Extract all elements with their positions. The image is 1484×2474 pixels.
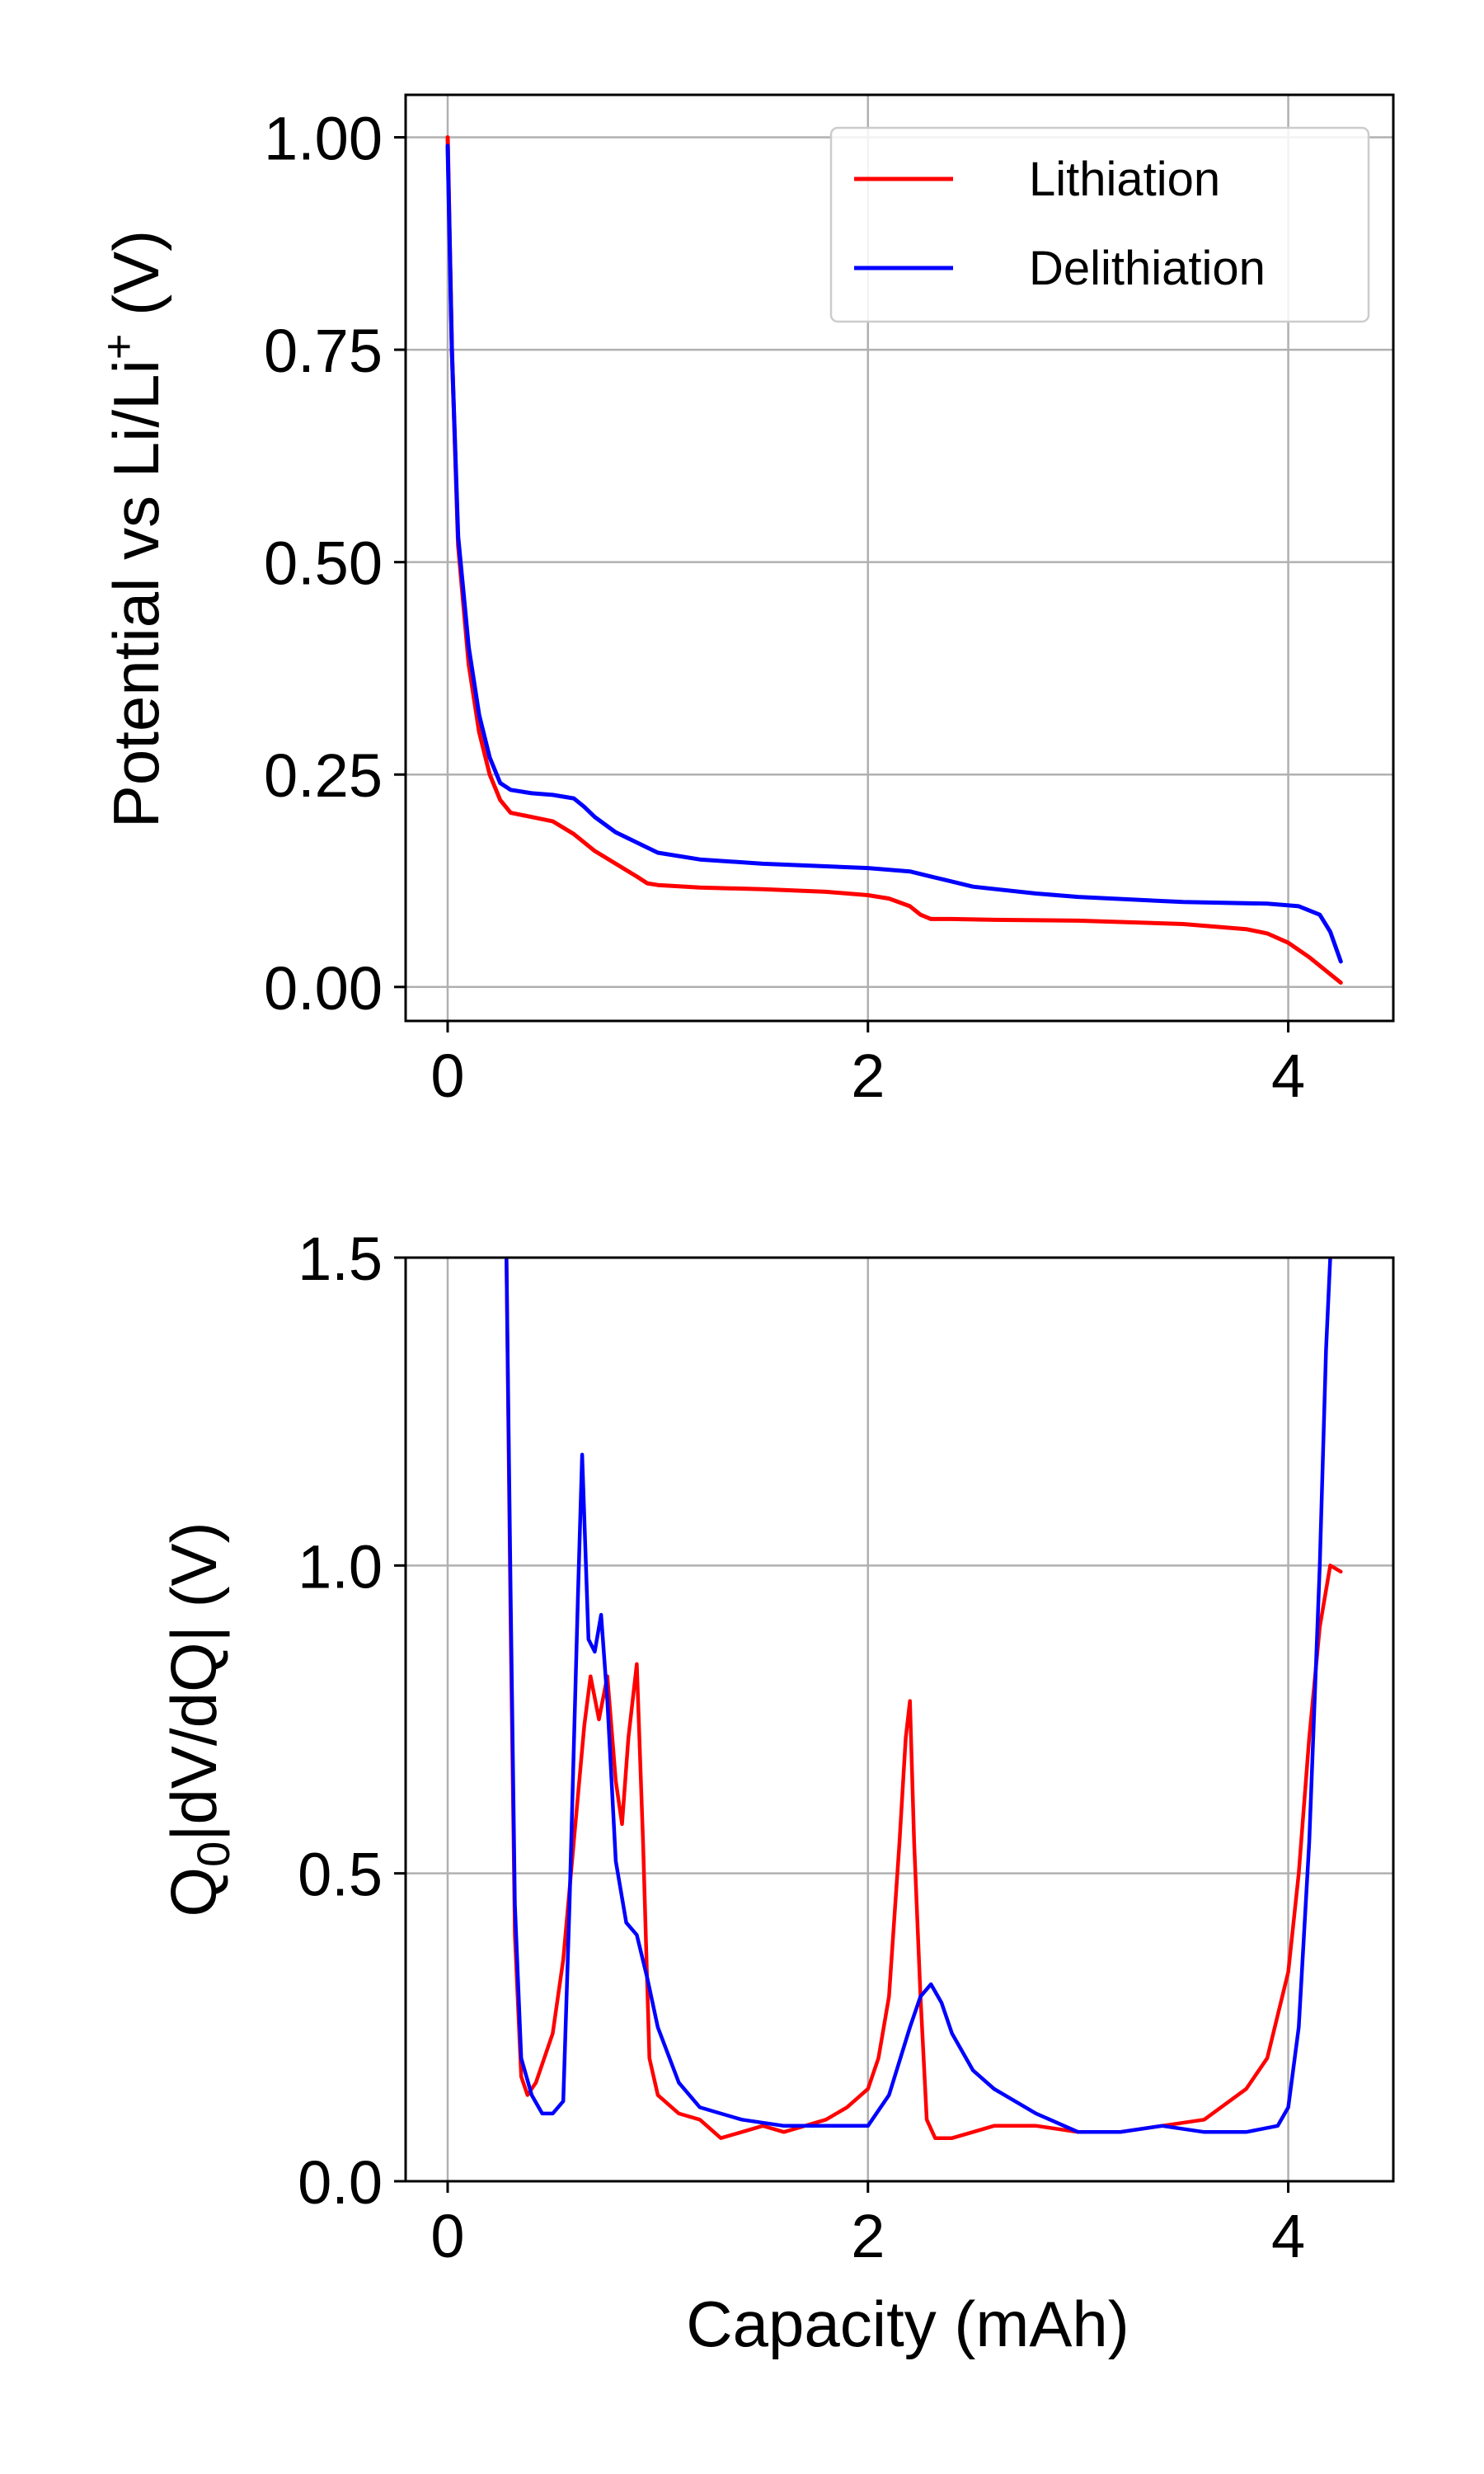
x-axis-title: Capacity (mAh) <box>686 2288 1129 2360</box>
series-line-delithiation <box>445 143 1343 964</box>
y-tick-label: 0.25 <box>264 741 383 810</box>
y-tick-label: 1.5 <box>298 1225 383 1293</box>
plot-frame <box>404 1256 1395 2183</box>
series-line-lithiation <box>505 1258 1343 2140</box>
y-tick-label: 0.5 <box>298 1841 383 1909</box>
y-axis-title: Potential vs Li/Li+ (V) <box>94 230 172 828</box>
x-tick-label: 0 <box>430 1042 464 1110</box>
y-tick-label: 1.0 <box>298 1532 383 1601</box>
x-tick-label: 4 <box>1271 1042 1305 1110</box>
y-tick-label: 0.00 <box>264 954 383 1023</box>
legend-label-delithiation: Delithiation <box>1029 242 1266 295</box>
y-tick-label: 1.00 <box>264 105 383 173</box>
legend: Lithiation Delithiation <box>829 126 1370 323</box>
potential-chart: 0 2 4 0.00 0.25 0.50 0.75 1.00 Potential vs Li/L… <box>94 93 1395 1110</box>
y-tick-label: 0.0 <box>298 2148 383 2217</box>
x-tick-label: 4 <box>1271 2202 1305 2270</box>
x-tick-label: 2 <box>851 1042 885 1110</box>
dvdq-chart: 0 2 4 0.0 0.5 1.0 1.5 Q0|dV/dQ| (V) Capacity (mA… <box>157 1225 1395 2360</box>
y-tick-label: 0.75 <box>264 317 383 385</box>
y-tick-label: 0.50 <box>264 529 383 598</box>
x-tick-label: 2 <box>851 2202 885 2270</box>
legend-label-lithiation: Lithiation <box>1029 153 1220 206</box>
plot-frame <box>404 93 1395 1023</box>
series-line-lithiation <box>445 135 1343 985</box>
y-axis-title: Q0|dV/dQ| (V) <box>157 1522 239 1917</box>
x-tick-label: 0 <box>430 2202 464 2270</box>
series-line-delithiation <box>505 1258 1332 2134</box>
